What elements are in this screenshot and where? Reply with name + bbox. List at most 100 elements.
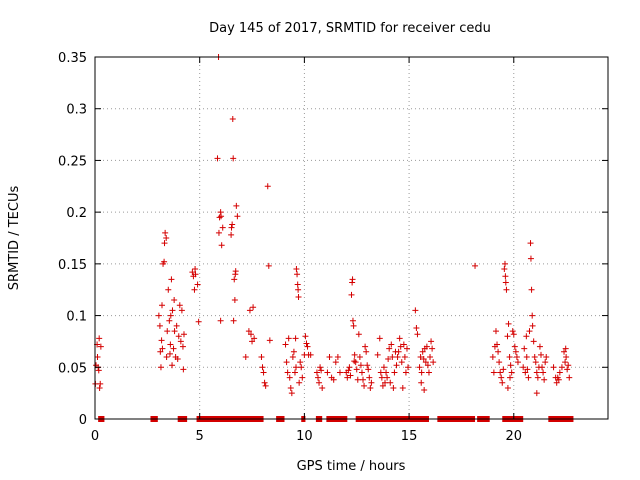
data-point — [286, 374, 293, 381]
data-point — [246, 307, 253, 314]
data-point — [170, 345, 177, 352]
data-point — [425, 369, 432, 376]
data-point — [175, 333, 182, 340]
data-point — [352, 359, 359, 366]
data-point — [155, 312, 162, 319]
data-point — [192, 266, 199, 273]
data-point — [509, 328, 516, 335]
data-point — [555, 376, 562, 383]
data-point — [423, 343, 430, 350]
data-point — [528, 286, 535, 293]
data-point — [330, 376, 337, 383]
data-point — [351, 351, 358, 358]
data-point — [228, 231, 235, 238]
data-point — [500, 366, 507, 373]
data-point — [529, 312, 536, 319]
data-point — [351, 358, 358, 365]
data-point — [363, 348, 370, 355]
data-point — [399, 384, 406, 391]
data-point — [96, 335, 103, 342]
y-tick-label: 0.05 — [58, 361, 87, 376]
data-point — [293, 266, 300, 273]
data-point — [503, 286, 510, 293]
x-tick-label: 10 — [296, 429, 313, 444]
data-point — [563, 353, 570, 360]
data-point — [169, 362, 176, 369]
data-point — [522, 369, 529, 376]
data-point — [367, 384, 374, 391]
chart-title: Day 145 of 2017, SRMTID for receiver ced… — [209, 21, 491, 36]
data-point — [295, 293, 302, 300]
data-point — [319, 384, 326, 391]
data-point — [215, 229, 222, 236]
x-tick-label: 5 — [196, 429, 204, 444]
data-point — [530, 338, 537, 345]
data-point — [349, 276, 356, 283]
data-point — [230, 155, 237, 162]
data-point — [391, 369, 398, 376]
data-point — [287, 384, 294, 391]
data-point — [416, 364, 423, 371]
data-point — [242, 353, 249, 360]
data-point — [523, 333, 530, 340]
data-point — [532, 359, 539, 366]
data-point — [159, 302, 166, 309]
data-point — [347, 372, 354, 379]
data-point — [362, 343, 369, 350]
data-point — [526, 328, 533, 335]
data-point — [354, 376, 361, 383]
data-point — [216, 214, 223, 221]
data-point — [510, 331, 517, 338]
data-point — [533, 369, 540, 376]
y-axis-title: SRMTID / TECUs — [7, 186, 22, 291]
data-point — [218, 242, 225, 249]
data-point — [299, 374, 306, 381]
data-point — [334, 353, 341, 360]
data-point — [514, 359, 521, 366]
data-point — [159, 345, 166, 352]
data-point — [421, 387, 428, 394]
data-point — [413, 324, 420, 331]
data-point — [261, 379, 268, 386]
data-point — [355, 331, 362, 338]
data-point — [521, 345, 528, 352]
data-point — [527, 240, 534, 247]
data-point — [558, 364, 565, 371]
data-point — [228, 224, 235, 231]
data-point — [296, 379, 303, 386]
data-point — [157, 364, 164, 371]
y-tick-label: 0.25 — [58, 154, 87, 169]
data-point — [384, 374, 391, 381]
data-point — [262, 382, 269, 389]
data-point — [389, 353, 396, 360]
data-point — [229, 221, 236, 228]
data-point — [283, 359, 290, 366]
data-point — [380, 364, 387, 371]
data-point — [178, 307, 185, 314]
data-point — [316, 379, 323, 386]
data-point — [294, 281, 301, 288]
data-point — [163, 235, 170, 241]
data-point — [174, 356, 181, 363]
data-point — [161, 258, 168, 265]
data-point — [396, 335, 403, 342]
data-point — [427, 353, 434, 360]
data-point — [158, 337, 165, 344]
y-tick-label: 0.2 — [66, 206, 87, 221]
data-point — [418, 369, 425, 376]
data-point — [504, 333, 511, 340]
data-point — [525, 374, 532, 381]
data-point — [167, 341, 174, 348]
data-point — [398, 359, 405, 366]
data-point — [504, 384, 511, 391]
data-point — [565, 362, 572, 369]
data-point — [166, 350, 173, 357]
data-point — [265, 262, 272, 269]
y-tick-label: 0.15 — [58, 258, 87, 273]
data-point — [285, 335, 292, 342]
data-point — [533, 390, 540, 397]
data-point — [394, 353, 401, 360]
data-point — [251, 335, 258, 342]
data-point — [377, 369, 384, 376]
data-point — [249, 338, 256, 345]
